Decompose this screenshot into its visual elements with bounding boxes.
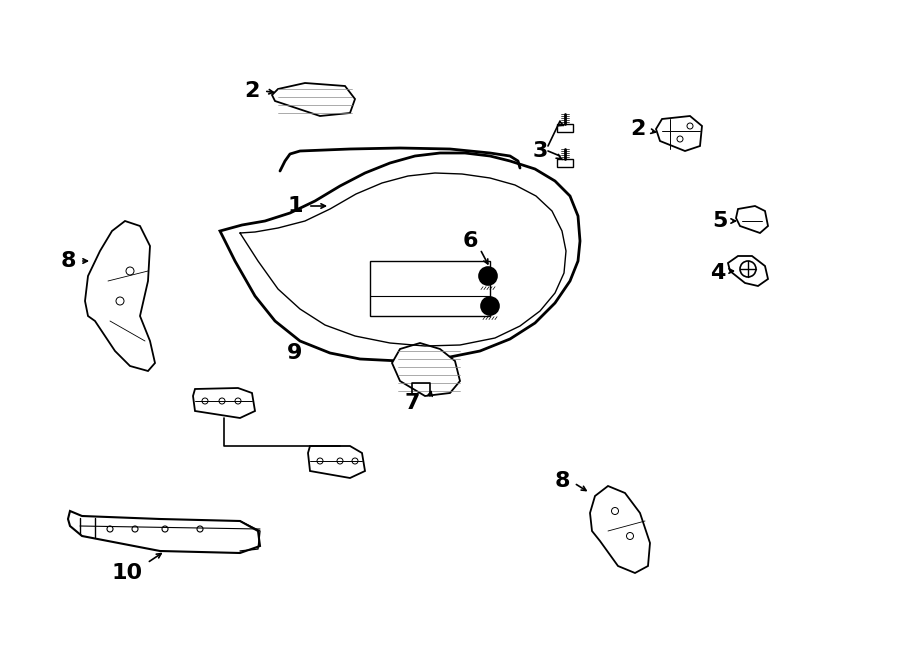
Text: 2: 2: [630, 119, 645, 139]
Circle shape: [484, 272, 491, 280]
Polygon shape: [392, 343, 460, 396]
Polygon shape: [557, 159, 573, 167]
Polygon shape: [68, 511, 260, 553]
Circle shape: [486, 302, 493, 309]
Circle shape: [479, 267, 497, 285]
Text: 5: 5: [712, 211, 728, 231]
Text: 6: 6: [463, 231, 478, 251]
Polygon shape: [590, 486, 650, 573]
Polygon shape: [272, 83, 355, 116]
Polygon shape: [85, 221, 155, 371]
Text: 1: 1: [287, 196, 302, 216]
Polygon shape: [557, 124, 573, 132]
Polygon shape: [220, 153, 580, 361]
Text: 8: 8: [554, 471, 570, 491]
Text: 7: 7: [404, 393, 419, 413]
Polygon shape: [308, 446, 365, 478]
Polygon shape: [193, 388, 255, 418]
Text: 2: 2: [244, 81, 260, 101]
Text: 10: 10: [112, 563, 142, 583]
Polygon shape: [728, 256, 768, 286]
Circle shape: [481, 297, 499, 315]
Polygon shape: [736, 206, 768, 233]
Polygon shape: [656, 116, 702, 151]
Text: 9: 9: [287, 343, 302, 363]
Text: 3: 3: [532, 141, 548, 161]
Text: 8: 8: [60, 251, 76, 271]
Text: 4: 4: [710, 263, 725, 283]
